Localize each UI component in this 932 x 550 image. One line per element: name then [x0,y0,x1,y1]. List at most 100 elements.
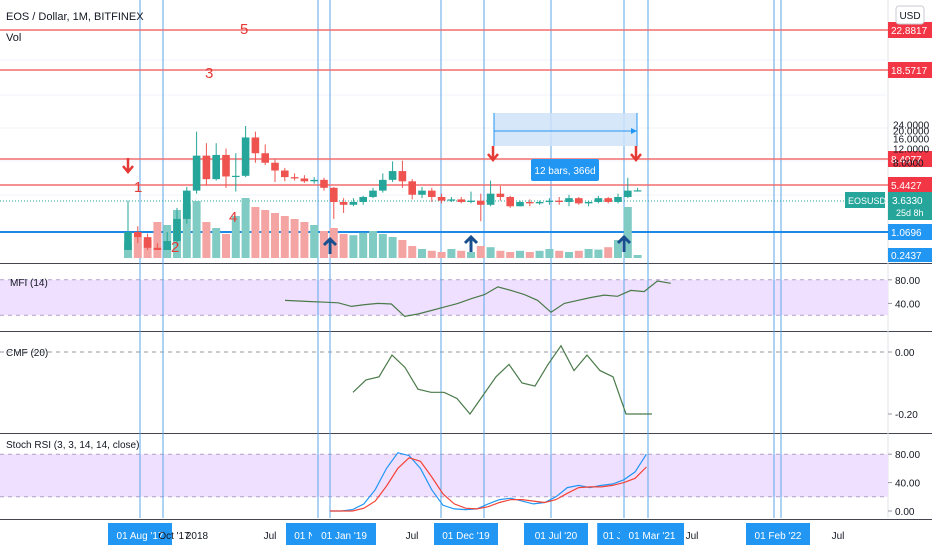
candle-body [545,200,554,202]
currency-button-frame[interactable] [895,5,925,25]
candle-body [388,171,397,180]
volume-bar [280,216,289,258]
candle-body [477,200,485,205]
candle-body [290,177,299,179]
wave-label: 5 [240,21,248,38]
volume-bar [476,246,485,258]
cmf-tick: 0.00 [895,348,915,359]
mfi-line [284,280,671,318]
volume-bar [182,204,191,258]
cmf-tick: -0.20 [895,410,918,421]
volume-bar [222,234,230,258]
range-box [494,113,637,146]
chart-panels [0,0,932,520]
volume-bar [398,240,407,258]
stoch-d-line [330,457,647,512]
volume-label: Vol [6,32,21,44]
mfi-band [0,279,888,316]
candle-body [369,190,377,197]
price-tick: 24.0000 [893,120,930,131]
candle-body [408,181,416,195]
candle-body [506,196,514,207]
red-arrow-head [122,165,134,174]
candle-body [594,198,603,202]
candle-body [300,178,309,182]
price-tick: 12.0000 [893,145,930,156]
candle-countdown: 25d 8h [896,208,924,218]
candle-body [310,179,318,182]
candle-body [486,193,495,205]
level-label: 1.0696 [891,228,922,239]
candle-body [575,198,583,204]
time-label: 01 Jan [603,531,633,542]
indicator-lines [284,280,671,512]
cmf-line [352,344,652,415]
candle-body [496,193,505,197]
volume-bar [153,222,162,258]
volume-bar [614,240,622,258]
volume-bar [310,225,319,258]
candle-body [330,187,338,202]
price-axis: 22.8817 18.5717 8.4077 5.4427 1.0696 80.00 40.… [845,22,932,518]
volume-bar [555,250,564,258]
candle-body [320,179,328,188]
stoch-tick: 0.00 [895,507,915,518]
time-label: Jul [832,531,845,542]
volume-bar [212,228,221,258]
stoch-band [0,454,888,497]
blue-arrow-head [322,236,338,247]
volume-bar [251,207,260,258]
volume-bar [133,237,142,258]
volume-bar [408,246,417,258]
candle-body [516,201,524,207]
candle-body [526,201,534,204]
symbol-badge: EOSUSD [848,196,887,206]
stoch-tick: 40.00 [895,479,920,490]
level-label-bg [888,177,932,193]
volume-bars [124,198,642,258]
volume-bar [261,210,270,258]
candle-body [437,196,446,201]
candle-body [153,247,162,250]
stoch-tick: 80.00 [895,450,920,461]
volume-bar [192,201,201,258]
time-label-bg [312,523,376,545]
time-label: Jul [686,531,699,542]
candle-body [212,154,220,180]
wave-label: 3 [205,65,213,82]
candle-body [281,170,289,178]
horizontal-levels [0,29,888,233]
volume-bar [231,216,240,258]
volume-bar [584,249,593,258]
candle-body [624,190,632,197]
grid [0,29,888,196]
candle-body [251,137,260,154]
time-label-bg [108,523,172,545]
volume-bar [565,252,573,258]
price-tick: 16.0000 [893,135,930,146]
time-label: Oct '17 [158,531,190,542]
volume-bar [339,234,348,258]
wave-label: 4 [229,209,237,226]
volume-bar [300,222,309,258]
price-tick: 20.0000 [893,127,930,138]
volume-bar [467,252,475,258]
volume-bar [525,252,534,258]
blue-arrow-head [616,234,632,245]
time-label: 2018 [186,531,209,542]
volume-bar [359,232,368,258]
volume-bar [535,250,544,258]
volume-bar [378,234,387,258]
candle-body [584,201,593,204]
candle-body [183,190,191,219]
candle-body [398,171,407,182]
currency-button[interactable]: USD [899,11,920,22]
volume-bar [241,198,250,258]
volume-bar [633,255,642,258]
mfi-label: MFI (14) [10,278,48,289]
candle-body [192,155,201,191]
time-label: 01 Feb '22 [755,531,802,542]
candle-body [447,199,456,201]
volume-bar [202,222,211,258]
candle-body [457,199,465,202]
